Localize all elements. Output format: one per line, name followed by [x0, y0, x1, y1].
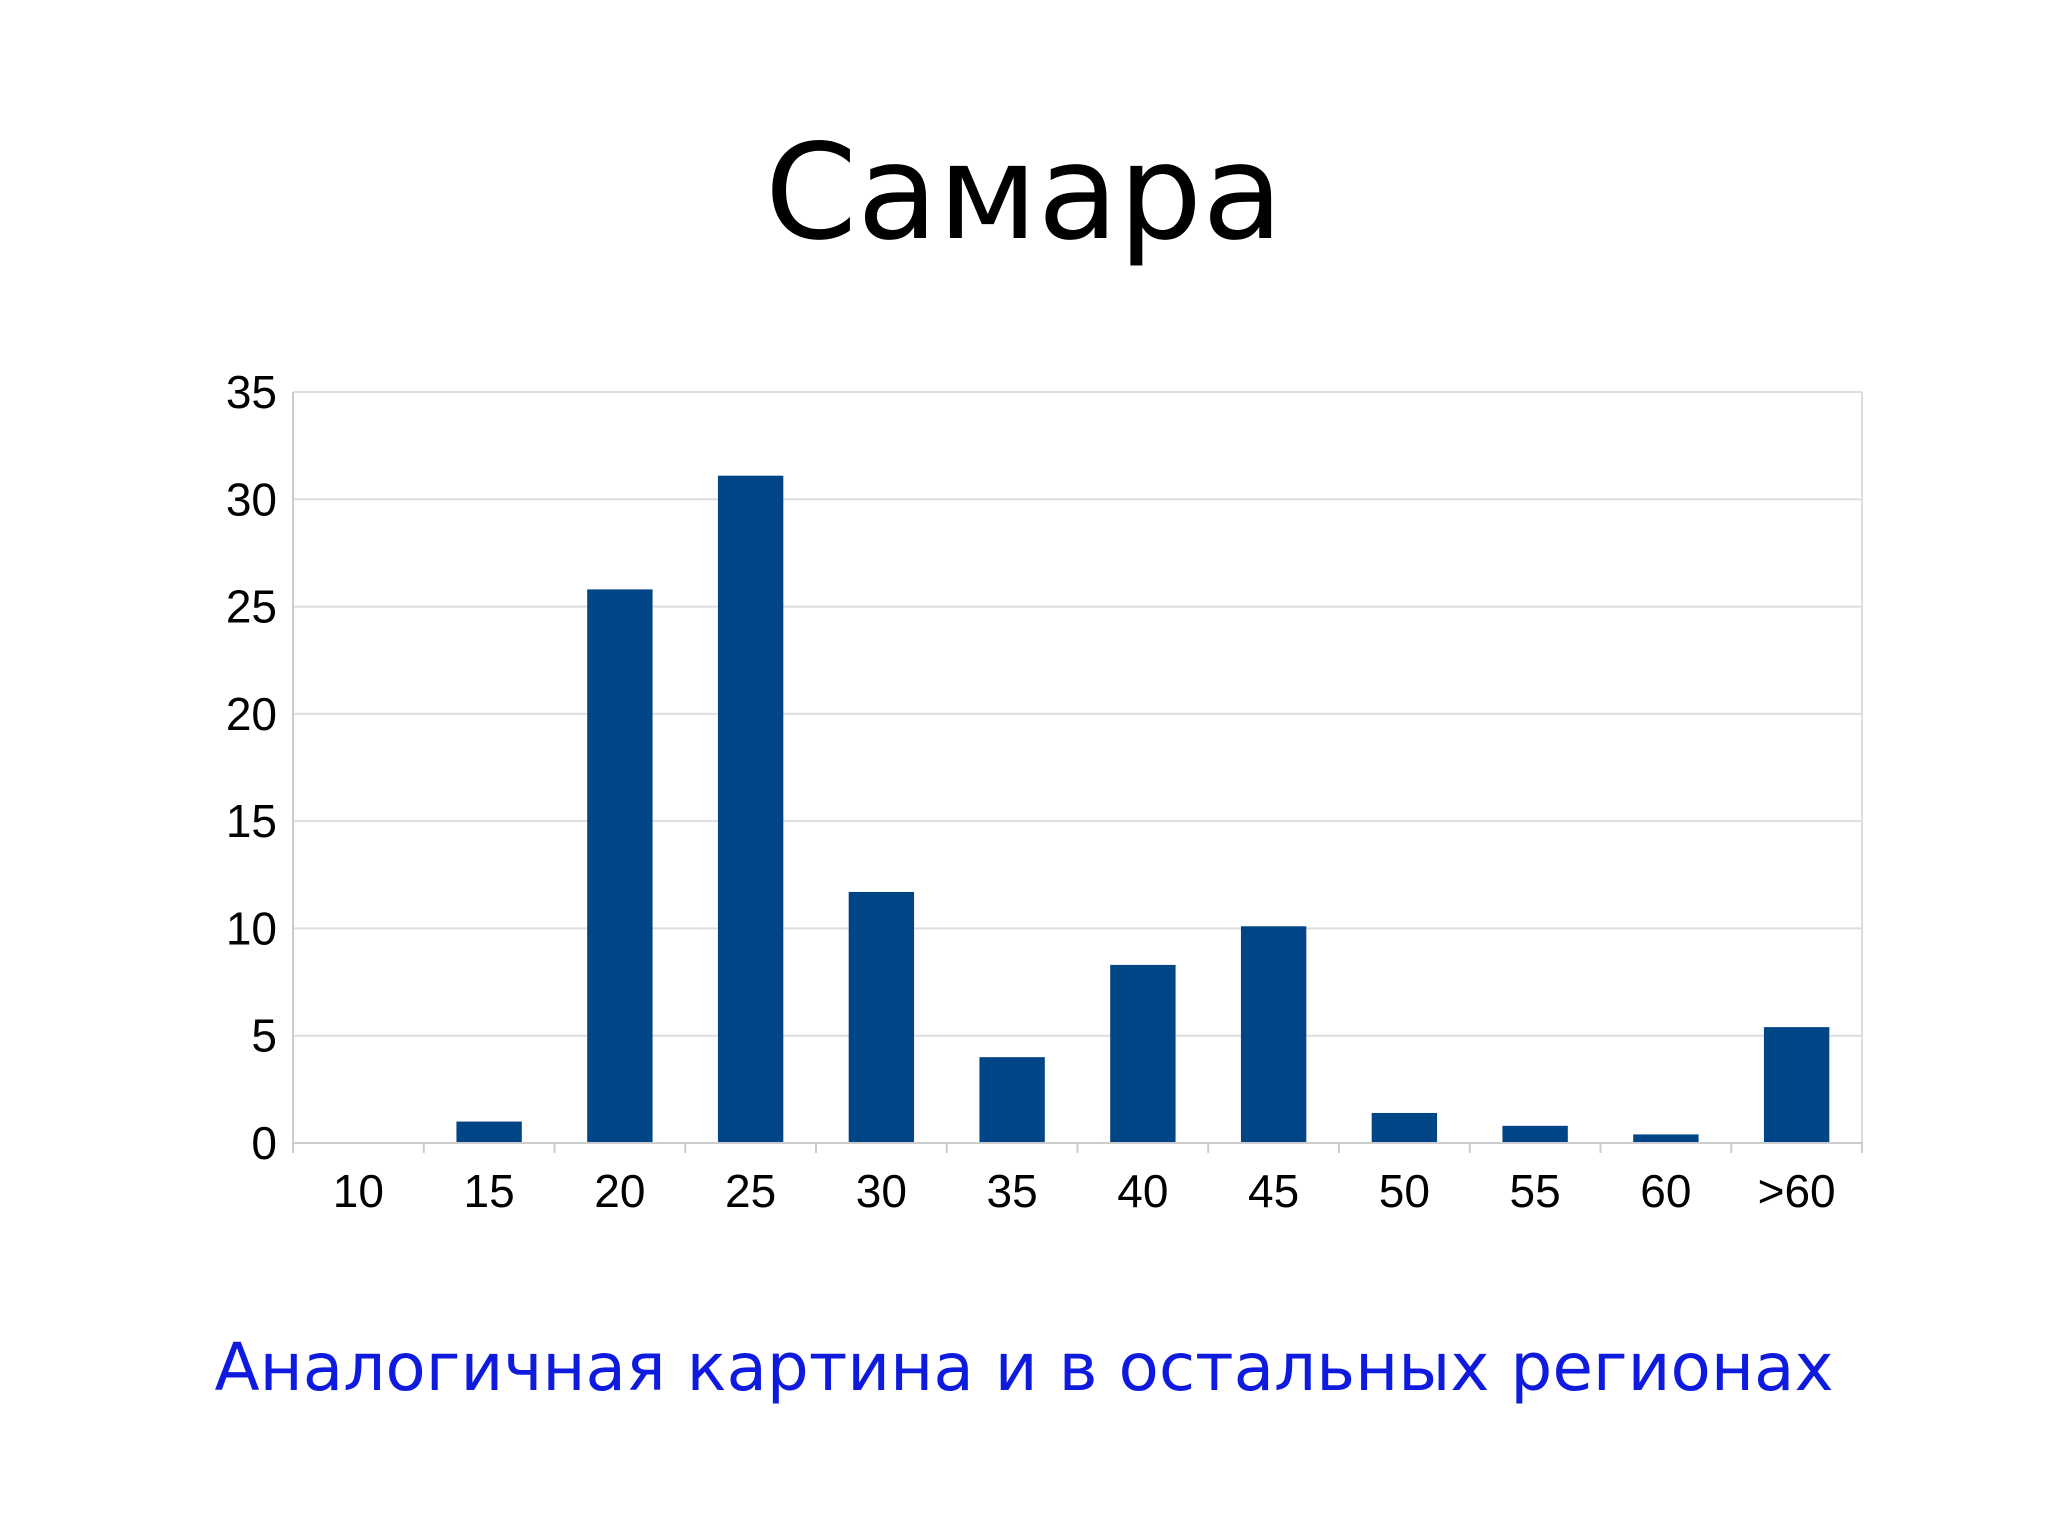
x-tick-label: 55	[1510, 1165, 1561, 1217]
bar-20	[587, 589, 653, 1143]
y-tick-label: 35	[226, 366, 277, 418]
axes	[292, 392, 1863, 1153]
x-tick-label: 40	[1117, 1165, 1168, 1217]
bar-gt60	[1763, 1027, 1830, 1143]
x-tick-label: 30	[856, 1165, 907, 1217]
x-tick-label: 45	[1248, 1165, 1299, 1217]
x-tick-label: 60	[1640, 1165, 1691, 1217]
bar-45	[1240, 926, 1307, 1143]
y-tick-label: 10	[226, 902, 277, 954]
slide-title: Самара	[764, 116, 1284, 270]
bar-15	[456, 1121, 522, 1143]
slide-caption: Аналогичная картина и в остальных регион…	[214, 1329, 1834, 1406]
bar-50	[1371, 1112, 1438, 1143]
y-tick-label: 15	[226, 795, 277, 847]
x-tick-label: 15	[464, 1165, 515, 1217]
x-tick-label: 50	[1379, 1165, 1430, 1217]
x-tick-labels: 10 15 20 25 30 35 40 45 50 55 60 >60	[333, 1165, 1836, 1217]
y-tick-label: 30	[226, 473, 277, 525]
x-tick-label: 20	[594, 1165, 645, 1217]
bar-30	[848, 891, 915, 1143]
x-tick-label: >60	[1758, 1165, 1836, 1217]
bar-35	[979, 1057, 1045, 1143]
bar-60	[1633, 1134, 1699, 1143]
y-tick-label: 0	[251, 1117, 277, 1169]
x-tick-label: 35	[987, 1165, 1038, 1217]
bar-40	[1110, 964, 1176, 1143]
x-tick-label: 25	[725, 1165, 776, 1217]
bar-55	[1502, 1125, 1568, 1143]
x-tick-label: 10	[333, 1165, 384, 1217]
y-tick-label: 20	[226, 688, 277, 740]
y-tick-label: 25	[226, 581, 277, 633]
gridlines	[293, 391, 1862, 1037]
y-tick-label: 5	[251, 1010, 277, 1062]
bar-25	[717, 475, 784, 1143]
y-tick-labels: 0 5 10 15 20 25 30 35	[226, 366, 277, 1169]
bars	[456, 475, 1830, 1143]
